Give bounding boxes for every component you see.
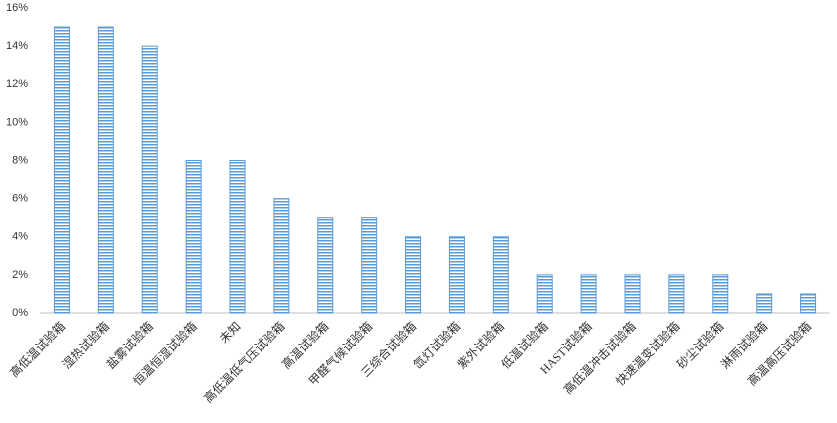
x-tick-label: 高低温试验箱 [7, 319, 69, 381]
x-tick-label: 紫外试验箱 [454, 319, 507, 372]
bar [624, 274, 641, 314]
x-tick-label: 高低温低气压试验箱 [201, 319, 288, 406]
bar [141, 45, 158, 314]
y-tick-label: 0% [12, 307, 28, 319]
y-tick-label: 4% [12, 231, 28, 243]
bar [800, 293, 817, 314]
y-tick-label: 16% [6, 2, 28, 14]
bar [756, 293, 773, 314]
bar [405, 236, 422, 314]
bar [97, 26, 114, 314]
bar [492, 236, 509, 314]
x-tick-label: 未知 [217, 319, 244, 346]
y-tick-label: 2% [12, 269, 28, 281]
bar [273, 198, 290, 314]
bar [361, 217, 378, 314]
bar [229, 160, 246, 314]
y-tick-label: 12% [6, 78, 28, 90]
x-tick-label: 高低温冲击试验箱 [560, 319, 638, 397]
y-tick-label: 10% [6, 116, 28, 128]
bar [185, 160, 202, 314]
y-tick-label: 6% [12, 193, 28, 205]
bar [448, 236, 465, 314]
bar [712, 274, 729, 314]
bar [668, 274, 685, 314]
x-tick-label: 砂尘试验箱 [673, 319, 726, 372]
y-tick-label: 14% [6, 40, 28, 52]
bar [317, 217, 334, 314]
bar [536, 274, 553, 314]
y-tick-label: 8% [12, 154, 28, 166]
x-tick-label: 氙灯试验箱 [410, 319, 463, 372]
x-tick-label: 湿热试验箱 [59, 319, 112, 372]
bar [53, 26, 70, 314]
bar [580, 274, 597, 314]
